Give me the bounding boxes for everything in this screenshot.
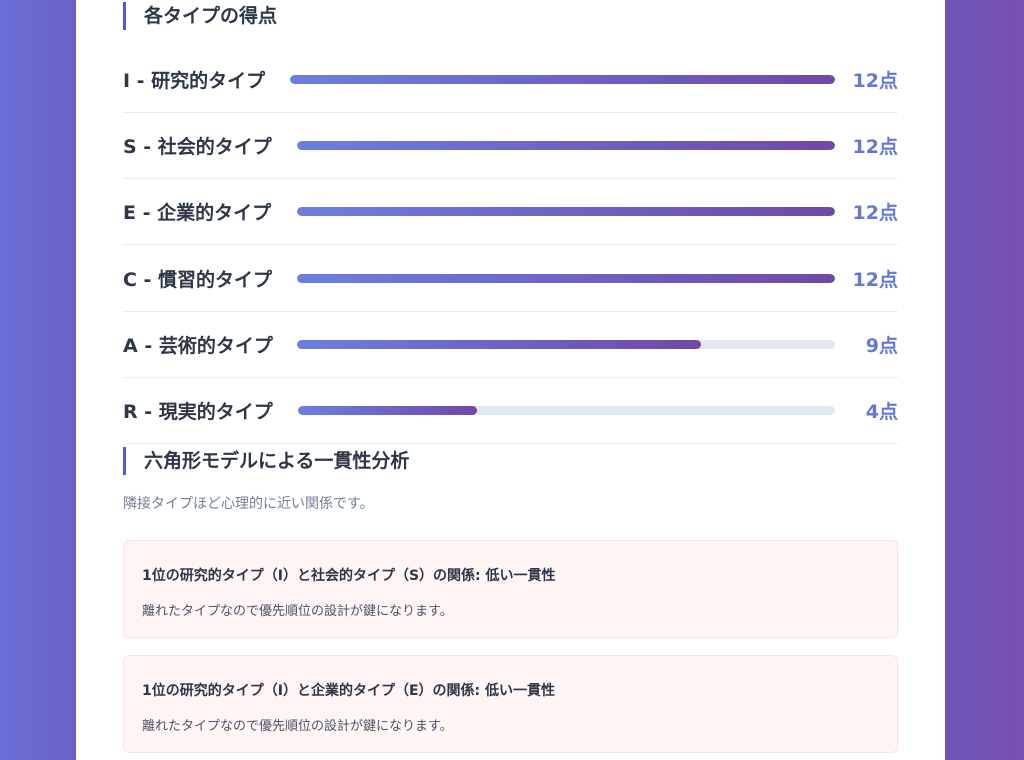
score-bar-track xyxy=(297,207,835,216)
score-row-c: C - 慣習的タイプ 12点 xyxy=(123,245,898,312)
consistency-description: 隣接タイプほど心理的に近い関係です。 xyxy=(123,496,374,512)
consistency-card-text: 離れたタイプなので優先順位の設計が鍵になります。 xyxy=(142,719,453,734)
scores-heading: 各タイプの得点 xyxy=(123,2,277,30)
score-value: 4点 xyxy=(865,401,898,423)
score-bar-fill xyxy=(297,340,701,349)
score-bar-fill xyxy=(297,207,835,216)
consistency-card-title: 1位の研究的タイプ（I）と社会的タイプ（S）の関係: 低い一貫性 xyxy=(142,568,556,584)
score-value: 12点 xyxy=(852,269,898,291)
score-value: 12点 xyxy=(852,136,898,158)
score-label: I - 研究的タイプ xyxy=(123,70,266,92)
consistency-card-text: 離れたタイプなので優先順位の設計が鍵になります。 xyxy=(142,604,453,619)
score-row-e: E - 企業的タイプ 12点 xyxy=(123,178,898,245)
score-bar-fill xyxy=(297,141,835,150)
score-value: 12点 xyxy=(852,70,898,92)
score-row-a: A - 芸術的タイプ 9点 xyxy=(123,311,898,378)
score-bar-fill xyxy=(290,75,835,84)
score-bar-track xyxy=(297,274,835,283)
score-row-i: I - 研究的タイプ 12点 xyxy=(123,46,898,113)
consistency-card: 1位の研究的タイプ（I）と企業的タイプ（E）の関係: 低い一貫性 離れたタイプな… xyxy=(123,655,898,753)
score-row-s: S - 社会的タイプ 12点 xyxy=(123,112,898,179)
score-bar-track xyxy=(290,75,835,84)
score-bar-track xyxy=(297,141,835,150)
score-bar-track xyxy=(297,340,835,349)
score-label: R - 現実的タイプ xyxy=(123,401,273,423)
consistency-card: 1位の研究的タイプ（I）と社会的タイプ（S）の関係: 低い一貫性 離れたタイプな… xyxy=(123,540,898,638)
score-row-r: R - 現実的タイプ 4点 xyxy=(123,377,898,444)
score-value: 12点 xyxy=(852,202,898,224)
score-value: 9点 xyxy=(865,335,898,357)
score-label: S - 社会的タイプ xyxy=(123,136,272,158)
score-label: E - 企業的タイプ xyxy=(123,202,272,224)
consistency-card-title: 1位の研究的タイプ（I）と企業的タイプ（E）の関係: 低い一貫性 xyxy=(142,683,555,699)
consistency-heading: 六角形モデルによる一貫性分析 xyxy=(123,447,409,475)
score-bar-fill xyxy=(298,406,477,415)
score-bar-track xyxy=(298,406,835,415)
score-label: C - 慣習的タイプ xyxy=(123,269,273,291)
result-card: 各タイプの得点 I - 研究的タイプ 12点 S - 社会的タイプ 12点 E … xyxy=(76,0,945,760)
score-bar-fill xyxy=(297,274,835,283)
score-label: A - 芸術的タイプ xyxy=(123,335,273,357)
